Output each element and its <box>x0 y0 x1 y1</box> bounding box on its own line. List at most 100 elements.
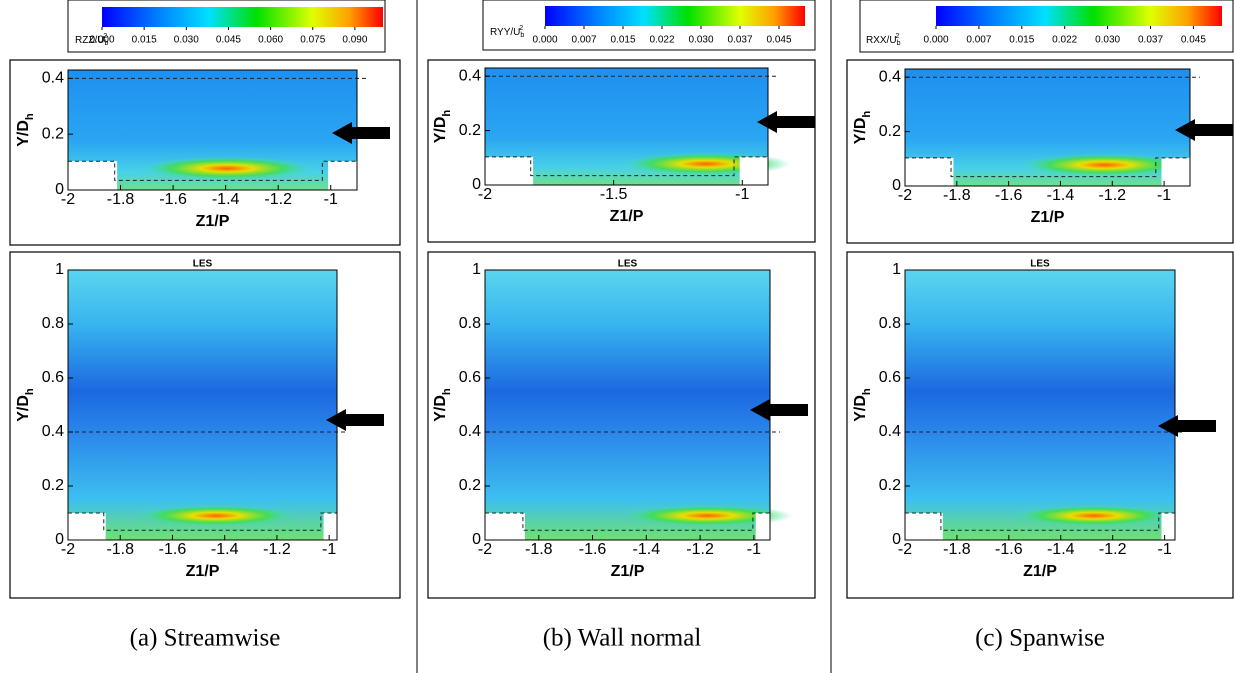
wall <box>1161 513 1175 540</box>
y-tick-label: 0.4 <box>459 423 481 440</box>
wall <box>68 161 118 190</box>
x-tick-label: -2 <box>61 191 75 208</box>
colorbar-label: RXX/Ub2 <box>866 33 901 47</box>
y-axis-label: Y/Dh <box>15 113 36 147</box>
y-tick-label: 1 <box>472 261 481 278</box>
arrow <box>1175 119 1233 141</box>
x-tick-label: -1.6 <box>159 191 187 208</box>
y-axis-label: Y/Dh <box>432 110 453 144</box>
boundary-line <box>485 512 770 531</box>
y-tick-label: 1 <box>892 261 901 278</box>
x-tick-label: -1.4 <box>1047 187 1075 204</box>
x-tick-label: -1.2 <box>264 191 292 208</box>
y-axis-label-text: Y/D <box>15 120 32 147</box>
contour-field <box>905 270 1175 540</box>
y-axis-label-sub: h <box>441 388 453 395</box>
panel-title: LES <box>618 259 638 270</box>
y-axis-label-sub: h <box>24 388 36 395</box>
y-tick-label: 0 <box>892 531 901 548</box>
y-axis-label-text: Y/D <box>852 118 869 145</box>
colorbar-tick-label: 0.015 <box>1009 35 1034 46</box>
y-tick-label: 0.4 <box>879 68 901 85</box>
wall <box>68 513 106 540</box>
contour-hotspot <box>1019 153 1190 177</box>
boundary-line <box>68 160 357 181</box>
colorbar-tick-label: 0.045 <box>766 35 791 46</box>
panel-frame <box>427 251 816 599</box>
x-tick-label: -1.2 <box>686 541 714 558</box>
colorbar-tick-label: 0.000 <box>923 35 948 46</box>
colorbar <box>545 6 805 26</box>
x-tick-label: -1.4 <box>211 541 239 558</box>
y-axis-label-text: Y/D <box>15 395 32 422</box>
wall <box>905 157 954 186</box>
colorbar-tick-label: 0.045 <box>1181 35 1206 46</box>
colorbar-tick-label: 0.022 <box>649 35 674 46</box>
colorbar-label-sup: 2 <box>103 33 107 40</box>
y-axis-label-text: Y/D <box>852 395 869 422</box>
wall <box>905 513 943 540</box>
y-tick-label: 0 <box>892 177 901 194</box>
panel-title: LES <box>193 259 213 270</box>
y-axis-label-sub: h <box>861 388 873 395</box>
y-tick-label: 0 <box>55 531 64 548</box>
arrow <box>332 122 390 144</box>
y-tick-label: 0.8 <box>459 315 481 332</box>
colorbar-tick-label: 0.015 <box>610 35 635 46</box>
x-tick-label: -1.6 <box>159 541 187 558</box>
colorbar-tick-label: 0.030 <box>174 35 199 46</box>
arrow <box>326 409 384 431</box>
y-axis-label: Y/Dh <box>852 111 873 145</box>
wall <box>1161 157 1190 186</box>
colorbar-tick-label: 0.045 <box>216 35 241 46</box>
colorbar-tick-label: 0.000 <box>532 35 557 46</box>
y-axis-label: Y/Dh <box>432 388 453 422</box>
colorbar-frame <box>859 0 1234 53</box>
x-tick-label: -1.2 <box>1099 541 1127 558</box>
contour-field <box>68 270 337 540</box>
wall <box>755 513 770 540</box>
x-tick-label: -1.2 <box>263 541 291 558</box>
x-tick-label: -1 <box>747 541 761 558</box>
plot-border <box>904 269 1176 541</box>
panel-frame <box>9 251 401 599</box>
arrow <box>1158 415 1216 437</box>
x-axis-label: Z1/P <box>1023 563 1057 580</box>
panel-title: LES <box>1030 259 1050 270</box>
contour-field <box>485 270 770 540</box>
x-tick-label: -1.8 <box>106 541 134 558</box>
boundary-line <box>68 512 337 531</box>
colorbar-frame <box>482 0 816 51</box>
wall <box>485 156 534 185</box>
y-tick-label: 0 <box>55 181 64 198</box>
panel-frame <box>846 251 1234 599</box>
colorbar-label-text: RYY/U <box>490 27 520 38</box>
colorbar-tick-label: 0.007 <box>571 35 596 46</box>
contour-hotspot <box>1013 504 1175 527</box>
y-tick-label: 0.8 <box>879 315 901 332</box>
colorbar-label-sub: b <box>104 40 108 47</box>
y-tick-label: 0.8 <box>42 315 64 332</box>
x-tick-label: -1.4 <box>633 541 661 558</box>
y-tick-label: 0.6 <box>459 369 481 386</box>
y-axis-label-sub: h <box>861 111 873 118</box>
colorbar-label: RZZ/Ub2 <box>75 33 108 47</box>
y-tick-label: 0.2 <box>42 477 64 494</box>
y-tick-label: 0.4 <box>42 423 64 440</box>
colorbar-label-text: RZZ/U <box>75 35 104 46</box>
y-tick-label: 0.4 <box>42 70 64 87</box>
x-tick-label: -1.4 <box>212 191 240 208</box>
wall <box>485 513 525 540</box>
y-tick-label: 0.4 <box>879 423 901 440</box>
colorbar-tick-label: 0.060 <box>258 35 283 46</box>
x-tick-label: -2 <box>478 186 492 203</box>
x-axis-label: Z1/P <box>1031 209 1065 226</box>
x-tick-label: -1.2 <box>1098 187 1126 204</box>
y-tick-label: 0.6 <box>42 369 64 386</box>
x-tick-label: -1.6 <box>995 187 1023 204</box>
y-tick-label: 0.2 <box>42 125 64 142</box>
y-axis-label: Y/Dh <box>852 388 873 422</box>
colorbar-frame <box>67 0 386 53</box>
colorbar <box>102 7 383 27</box>
